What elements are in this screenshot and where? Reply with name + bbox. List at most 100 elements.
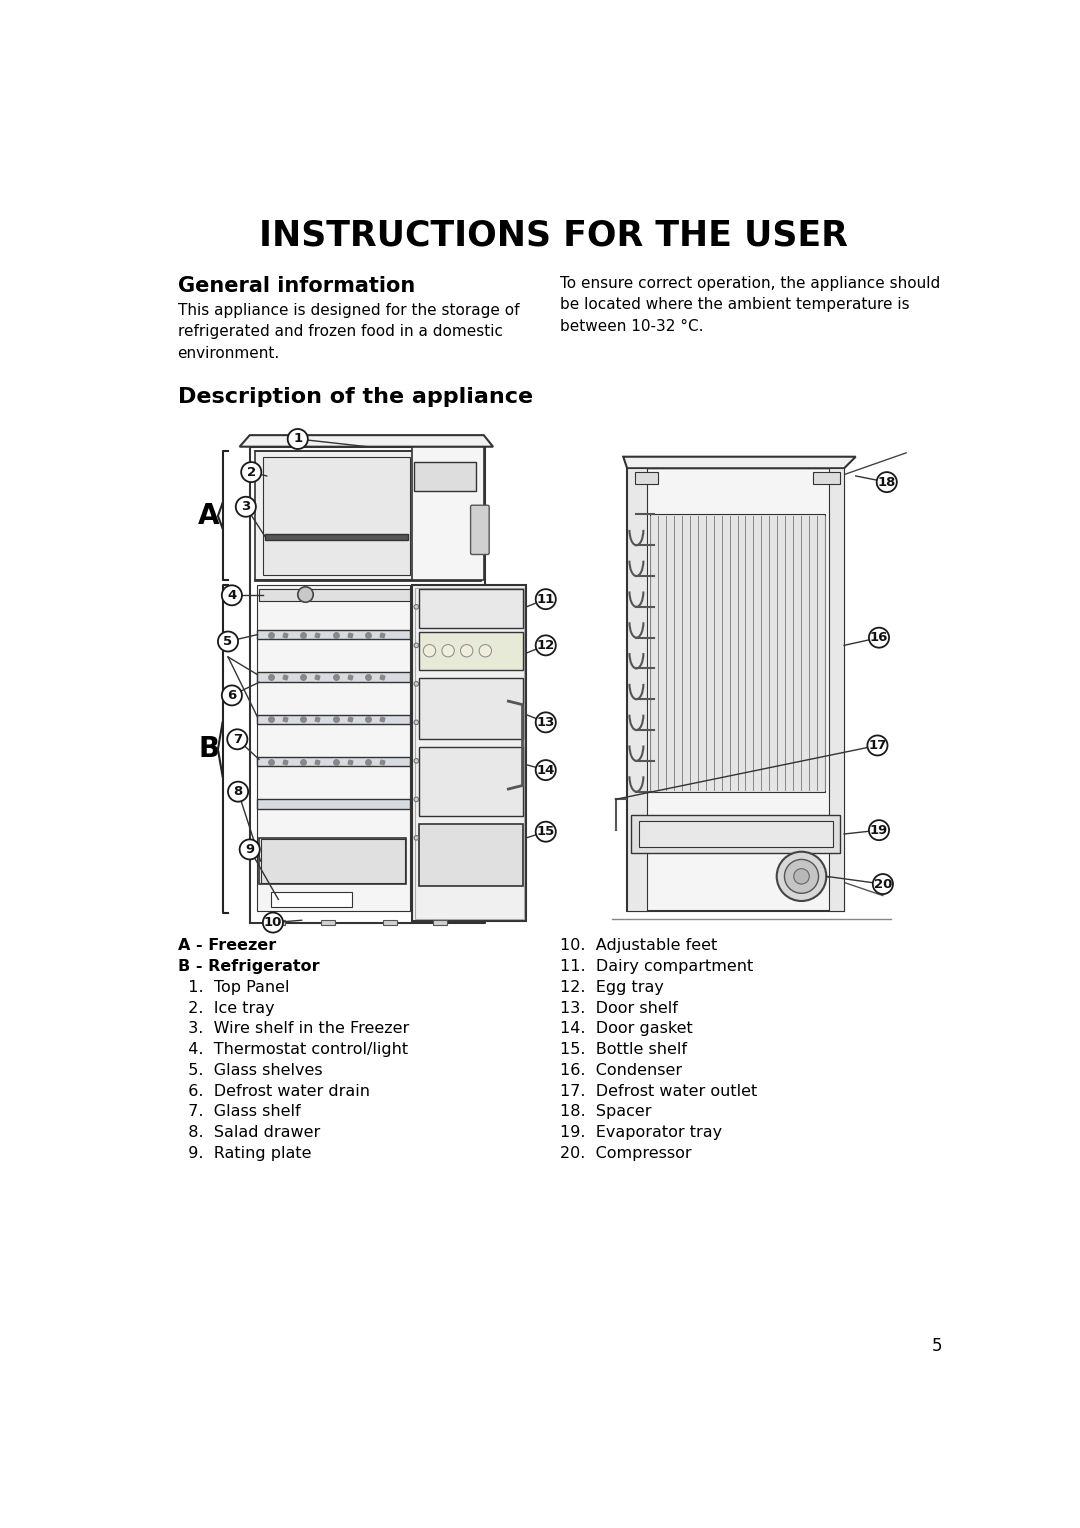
Circle shape bbox=[235, 497, 256, 516]
Bar bbox=[813, 472, 840, 484]
Bar bbox=[631, 814, 840, 853]
Circle shape bbox=[414, 643, 419, 648]
Text: B - Refrigerator: B - Refrigerator bbox=[177, 960, 320, 973]
Text: 20.  Compressor: 20. Compressor bbox=[559, 1146, 691, 1161]
Text: 20: 20 bbox=[874, 877, 892, 891]
Circle shape bbox=[414, 605, 419, 610]
Text: 2.  Ice tray: 2. Ice tray bbox=[177, 1001, 274, 1016]
Text: 16.  Condenser: 16. Condenser bbox=[559, 1063, 681, 1077]
Bar bbox=[419, 824, 523, 886]
Circle shape bbox=[221, 686, 242, 706]
Circle shape bbox=[227, 729, 247, 749]
Circle shape bbox=[414, 798, 419, 802]
Bar bbox=[419, 590, 523, 628]
Text: 14.  Door gasket: 14. Door gasket bbox=[559, 1021, 692, 1036]
Bar bbox=[828, 468, 845, 911]
Circle shape bbox=[240, 839, 260, 859]
Circle shape bbox=[414, 836, 419, 840]
Circle shape bbox=[221, 585, 242, 605]
Circle shape bbox=[777, 851, 826, 902]
Text: 12: 12 bbox=[537, 639, 555, 652]
Circle shape bbox=[423, 645, 435, 657]
Bar bbox=[262, 457, 410, 575]
Polygon shape bbox=[623, 457, 855, 468]
Text: 11: 11 bbox=[537, 593, 555, 605]
Circle shape bbox=[536, 712, 556, 732]
Bar bbox=[419, 631, 523, 669]
Bar bbox=[321, 920, 335, 924]
Circle shape bbox=[414, 681, 419, 686]
Text: 18.  Spacer: 18. Spacer bbox=[559, 1105, 651, 1120]
Bar bbox=[419, 747, 523, 816]
Circle shape bbox=[298, 587, 313, 602]
Text: 6.  Defrost water drain: 6. Defrost water drain bbox=[177, 1083, 369, 1099]
Bar bbox=[433, 920, 447, 924]
Bar bbox=[257, 756, 410, 766]
Circle shape bbox=[873, 874, 893, 894]
Text: 17.  Defrost water outlet: 17. Defrost water outlet bbox=[559, 1083, 757, 1099]
Text: 4.  Thermostat control/light: 4. Thermostat control/light bbox=[177, 1042, 408, 1057]
Text: 3.  Wire shelf in the Freezer: 3. Wire shelf in the Freezer bbox=[177, 1021, 409, 1036]
Text: 18: 18 bbox=[878, 475, 896, 489]
Text: INSTRUCTIONS FOR THE USER: INSTRUCTIONS FOR THE USER bbox=[259, 219, 848, 252]
Bar bbox=[271, 920, 284, 924]
Circle shape bbox=[414, 758, 419, 762]
Text: 15: 15 bbox=[537, 825, 555, 839]
Bar bbox=[257, 585, 410, 911]
Text: 2: 2 bbox=[246, 466, 256, 478]
Text: Description of the appliance: Description of the appliance bbox=[177, 388, 532, 408]
Circle shape bbox=[414, 720, 419, 724]
Circle shape bbox=[287, 429, 308, 449]
Bar bbox=[257, 672, 410, 681]
Bar bbox=[257, 630, 410, 639]
Bar bbox=[257, 715, 410, 724]
Text: 7.  Glass shelf: 7. Glass shelf bbox=[177, 1105, 300, 1120]
Text: 10.  Adjustable feet: 10. Adjustable feet bbox=[559, 938, 717, 953]
Circle shape bbox=[794, 868, 809, 885]
Text: 14: 14 bbox=[537, 764, 555, 776]
Circle shape bbox=[869, 628, 889, 648]
Bar bbox=[255, 451, 480, 581]
Bar bbox=[627, 468, 845, 911]
Text: 5: 5 bbox=[932, 1337, 943, 1355]
Bar bbox=[383, 920, 397, 924]
Text: 8: 8 bbox=[233, 785, 243, 798]
Circle shape bbox=[228, 782, 248, 802]
Text: 5.  Glass shelves: 5. Glass shelves bbox=[177, 1063, 322, 1077]
Circle shape bbox=[877, 472, 896, 492]
Text: 16: 16 bbox=[869, 631, 888, 645]
Text: 13: 13 bbox=[537, 715, 555, 729]
Circle shape bbox=[536, 822, 556, 842]
Bar bbox=[419, 678, 523, 740]
Bar bbox=[627, 468, 647, 911]
Circle shape bbox=[784, 859, 819, 894]
Text: 12.  Egg tray: 12. Egg tray bbox=[559, 979, 663, 995]
Text: 11.  Dairy compartment: 11. Dairy compartment bbox=[559, 960, 753, 973]
Bar bbox=[635, 472, 658, 484]
Bar bbox=[260, 839, 405, 883]
Bar bbox=[414, 461, 476, 492]
Text: 4: 4 bbox=[227, 588, 237, 602]
Text: General information: General information bbox=[177, 275, 415, 296]
Text: 17: 17 bbox=[868, 740, 887, 752]
Circle shape bbox=[536, 636, 556, 656]
Bar bbox=[650, 515, 825, 792]
Text: 9: 9 bbox=[245, 843, 254, 856]
Circle shape bbox=[480, 645, 491, 657]
Bar bbox=[638, 821, 833, 847]
Text: 19: 19 bbox=[869, 824, 888, 837]
Circle shape bbox=[536, 759, 556, 781]
Circle shape bbox=[442, 645, 455, 657]
Circle shape bbox=[241, 461, 261, 483]
Text: 15.  Bottle shelf: 15. Bottle shelf bbox=[559, 1042, 687, 1057]
Text: 9.  Rating plate: 9. Rating plate bbox=[177, 1146, 311, 1161]
Circle shape bbox=[536, 590, 556, 610]
Bar bbox=[259, 590, 410, 601]
FancyBboxPatch shape bbox=[471, 506, 489, 555]
Circle shape bbox=[262, 912, 283, 932]
Bar bbox=[266, 533, 408, 539]
Text: 10: 10 bbox=[264, 917, 282, 929]
Polygon shape bbox=[240, 435, 494, 446]
Circle shape bbox=[460, 645, 473, 657]
Circle shape bbox=[218, 631, 238, 651]
